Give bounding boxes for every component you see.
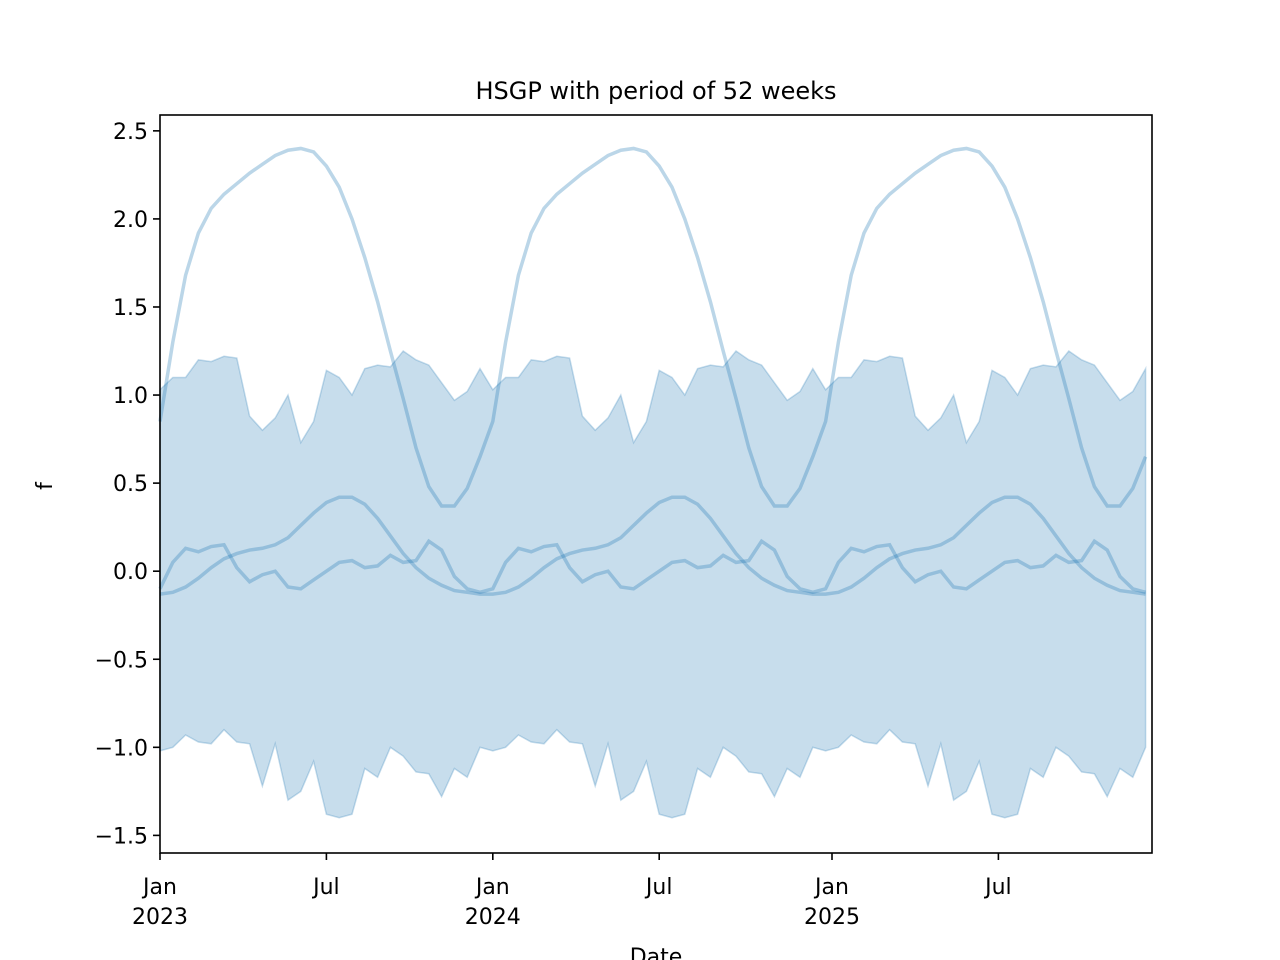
plot-frame xyxy=(159,114,1153,854)
band-area xyxy=(159,350,1147,819)
series-line xyxy=(158,538,1147,595)
x-tick-label: Jul xyxy=(644,875,673,900)
y-axis-label: f xyxy=(33,481,58,490)
x-tick-label: Jan 2023 xyxy=(132,875,188,930)
x-tick-label: Jan 2025 xyxy=(804,875,860,930)
series-line xyxy=(159,495,1146,596)
y-tick-label: 1.0 xyxy=(113,384,148,409)
series-line xyxy=(158,146,1148,508)
x-tick-label: Jul xyxy=(983,875,1012,900)
y-tick-label: 1.5 xyxy=(113,296,148,321)
y-tick-label: −0.5 xyxy=(95,648,148,673)
x-tick-label: Jul xyxy=(311,875,340,900)
x-axis-label: Date xyxy=(630,945,683,960)
y-tick-label: 2.0 xyxy=(113,208,148,233)
y-tick-label: 0.0 xyxy=(113,560,148,585)
x-tick-label: Jan 2024 xyxy=(465,875,521,930)
chart-title: HSGP with period of 52 weeks xyxy=(475,77,836,105)
y-tick-label: 0.5 xyxy=(113,472,148,497)
y-tick-label: −1.5 xyxy=(95,824,148,849)
y-tick-label: −1.0 xyxy=(95,736,148,761)
y-tick-label: 2.5 xyxy=(113,120,148,145)
